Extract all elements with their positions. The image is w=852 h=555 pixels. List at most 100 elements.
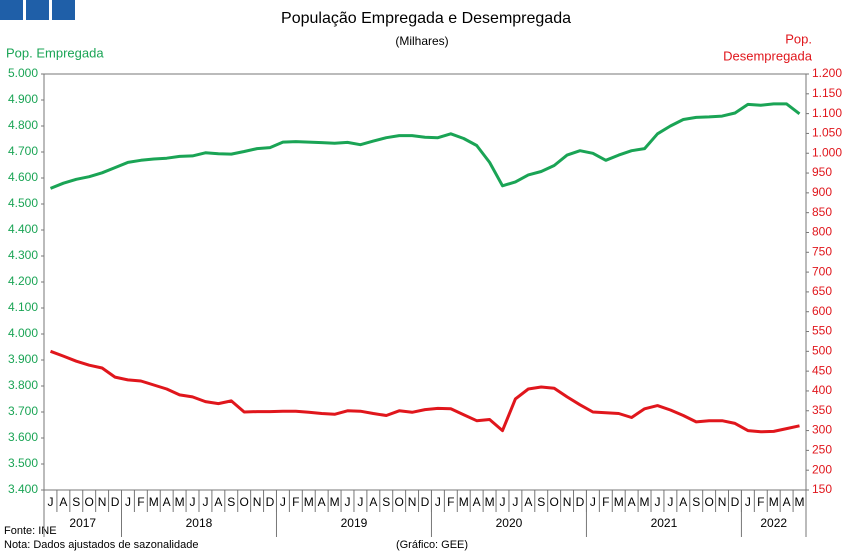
y2-tick-label: 450: [812, 363, 832, 377]
y-tick-label: 4.700: [8, 144, 38, 158]
source: Fonte: INE: [4, 525, 57, 537]
y-tick-label: 4.600: [8, 170, 38, 184]
y2-tick-label: 250: [812, 443, 832, 457]
x-tick-label: J: [125, 495, 131, 509]
x-tick-label: D: [111, 495, 120, 509]
year-label: 2022: [760, 516, 787, 530]
logo-block: [52, 0, 75, 20]
x-tick-label: J: [190, 495, 196, 509]
x-tick-label: N: [253, 495, 262, 509]
x-tick-label: A: [679, 495, 687, 509]
x-tick-label: A: [59, 495, 67, 509]
y2-tick-label: 750: [812, 244, 832, 258]
y-tick-label: 4.300: [8, 248, 38, 262]
credit: (Gráfico: GEE): [396, 539, 468, 551]
x-tick-label: O: [704, 495, 713, 509]
y2-tick-label: 1.100: [812, 106, 842, 120]
y-tick-label: 3.400: [8, 482, 38, 496]
year-label: 2020: [496, 516, 523, 530]
note: Nota: Dados ajustados de sazonalidade: [4, 539, 198, 551]
y2-tick-label: 1.050: [812, 126, 842, 140]
logo-block: [0, 0, 23, 20]
y2-tick-label: 1.200: [812, 66, 842, 80]
x-tick-label: M: [330, 495, 340, 509]
x-tick-label: A: [163, 495, 171, 509]
x-tick-label: O: [549, 495, 558, 509]
x-tick-label: J: [745, 495, 751, 509]
y-tick-label: 4.200: [8, 274, 38, 288]
y2-axis-title: Desempregada: [723, 48, 813, 63]
x-tick-label: J: [654, 495, 660, 509]
x-tick-label: O: [85, 495, 94, 509]
y-tick-label: 5.000: [8, 66, 38, 80]
y2-axis-title: Pop.: [785, 31, 812, 46]
y2-tick-label: 600: [812, 304, 832, 318]
y-tick-label: 4.000: [8, 326, 38, 340]
y2-tick-label: 900: [812, 185, 832, 199]
x-tick-label: J: [345, 495, 351, 509]
x-tick-label: A: [783, 495, 791, 509]
y2-tick-label: 350: [812, 403, 832, 417]
x-tick-label: A: [369, 495, 377, 509]
x-tick-label: J: [202, 495, 208, 509]
x-tick-label: O: [394, 495, 403, 509]
x-tick-label: F: [137, 495, 144, 509]
series-line: [49, 102, 801, 190]
y-tick-label: 4.400: [8, 222, 38, 236]
x-tick-label: D: [731, 495, 740, 509]
y2-tick-label: 650: [812, 284, 832, 298]
logo-block: [26, 0, 49, 20]
x-tick-label: F: [447, 495, 454, 509]
x-tick-label: M: [485, 495, 495, 509]
x-tick-label: F: [757, 495, 764, 509]
x-tick-label: A: [214, 495, 222, 509]
x-tick-label: J: [590, 495, 596, 509]
y2-tick-label: 200: [812, 462, 832, 476]
series-line: [49, 349, 800, 434]
x-tick-label: A: [318, 495, 326, 509]
y2-tick-label: 1.150: [812, 86, 842, 100]
x-tick-label: N: [718, 495, 727, 509]
y-tick-label: 4.800: [8, 118, 38, 132]
y2-tick-label: 300: [812, 423, 832, 437]
x-tick-label: M: [149, 495, 159, 509]
y-axis-title: Pop. Empregada: [6, 45, 104, 60]
y-tick-label: 4.100: [8, 300, 38, 314]
year-label: 2021: [651, 516, 678, 530]
chart-subtitle: (Milhares): [395, 34, 448, 48]
y2-tick-label: 850: [812, 205, 832, 219]
y-tick-label: 3.700: [8, 404, 38, 418]
y2-tick-label: 1.000: [812, 145, 842, 159]
chart-title: População Empregada e Desempregada: [281, 10, 571, 27]
x-tick-label: M: [175, 495, 185, 509]
x-tick-label: N: [98, 495, 107, 509]
x-tick-label: S: [382, 495, 390, 509]
y2-tick-label: 700: [812, 264, 832, 278]
y-tick-label: 3.500: [8, 456, 38, 470]
y-tick-label: 3.600: [8, 430, 38, 444]
x-tick-label: F: [292, 495, 299, 509]
x-tick-label: M: [769, 495, 779, 509]
x-tick-label: D: [421, 495, 430, 509]
x-tick-label: S: [72, 495, 80, 509]
x-tick-label: A: [628, 495, 636, 509]
x-tick-label: J: [512, 495, 518, 509]
y2-tick-label: 800: [812, 225, 832, 239]
year-label: 2019: [341, 516, 368, 530]
x-tick-label: M: [795, 495, 805, 509]
x-tick-label: J: [435, 495, 441, 509]
y2-tick-label: 950: [812, 165, 832, 179]
y-tick-label: 3.900: [8, 352, 38, 366]
y2-tick-label: 150: [812, 482, 832, 496]
y2-tick-label: 500: [812, 344, 832, 358]
x-tick-label: S: [692, 495, 700, 509]
x-tick-label: M: [459, 495, 469, 509]
x-tick-label: O: [240, 495, 249, 509]
x-tick-label: A: [524, 495, 532, 509]
x-tick-label: N: [563, 495, 572, 509]
x-tick-label: F: [602, 495, 609, 509]
year-label: 2018: [186, 516, 213, 530]
x-tick-label: D: [576, 495, 585, 509]
x-tick-label: J: [499, 495, 505, 509]
